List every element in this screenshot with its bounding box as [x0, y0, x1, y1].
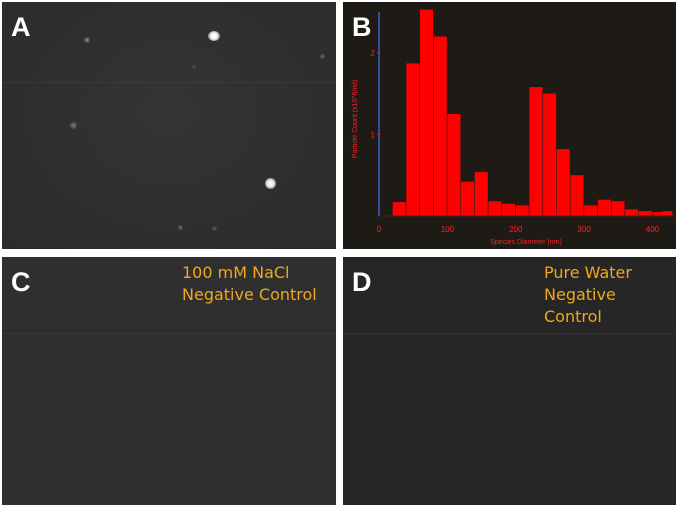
histogram-bar	[502, 203, 516, 216]
dim-particle	[84, 37, 90, 43]
y-tick-label: 2	[371, 49, 376, 58]
histogram-bar	[515, 205, 529, 216]
dim-particle	[192, 65, 196, 69]
y-axis-label: Particle Count (x10^6/ml)	[352, 80, 359, 158]
histogram-bar	[652, 211, 666, 216]
histogram-bar	[406, 63, 420, 216]
bright-particle	[208, 31, 220, 41]
x-tick-label: 200	[509, 225, 523, 234]
histogram-bar	[447, 114, 461, 216]
image-seam	[2, 333, 336, 334]
dim-particle	[320, 54, 325, 59]
ticks-group: 0 100 200 300 400 1 2	[371, 49, 660, 234]
histogram-chart: 0 100 200 300 400 1 2 Species Diameter (nm) Pa…	[352, 9, 673, 246]
histogram-bar	[638, 211, 652, 216]
x-tick-label: 300	[577, 225, 591, 234]
histogram-bar	[570, 175, 584, 216]
panel-b-histogram: 0 100 200 300 400 1 2 Species Diameter (nm) Pa…	[343, 2, 676, 249]
histogram-bar	[461, 181, 475, 216]
histogram-bar	[474, 171, 488, 216]
histogram-bar	[597, 199, 611, 216]
panel-label: D	[352, 267, 372, 297]
x-tick-label: 400	[646, 225, 660, 234]
panel-c-nacl-control: C 100 mM NaCl Negative Control	[2, 257, 336, 505]
bars-group	[392, 9, 673, 217]
histogram-bar	[662, 211, 673, 216]
image-seam	[2, 82, 336, 83]
histogram-bar	[556, 149, 570, 216]
dim-particle	[70, 122, 77, 129]
panel-a-micrograph: A	[2, 2, 336, 249]
histogram-bar	[433, 36, 447, 217]
x-axis-label: Species Diameter (nm)	[490, 239, 562, 246]
panel-d-water-control: D Pure Water Negative Control	[343, 257, 676, 505]
bright-particle	[265, 178, 276, 189]
dim-particle	[178, 225, 183, 230]
y-tick-label: 1	[371, 130, 376, 139]
histogram-bar	[488, 201, 502, 216]
panel-label: A	[11, 12, 31, 42]
x-tick-label: 100	[441, 225, 455, 234]
histogram-bar	[420, 9, 434, 216]
histogram-bar	[611, 201, 625, 216]
control-annotation: 100 mM NaCl Negative Control	[182, 263, 317, 304]
control-annotation: Pure Water Negative Control	[544, 263, 632, 326]
histogram-bar	[625, 209, 639, 216]
histogram-bar	[392, 202, 406, 216]
panel-label: B	[352, 12, 372, 42]
dim-particle	[212, 226, 217, 231]
histogram-bar	[543, 93, 557, 216]
histogram-bar	[529, 87, 543, 217]
histogram-bar	[584, 205, 598, 216]
x-tick-label: 0	[377, 225, 382, 234]
panel-label: C	[11, 267, 31, 297]
image-seam	[343, 333, 676, 334]
